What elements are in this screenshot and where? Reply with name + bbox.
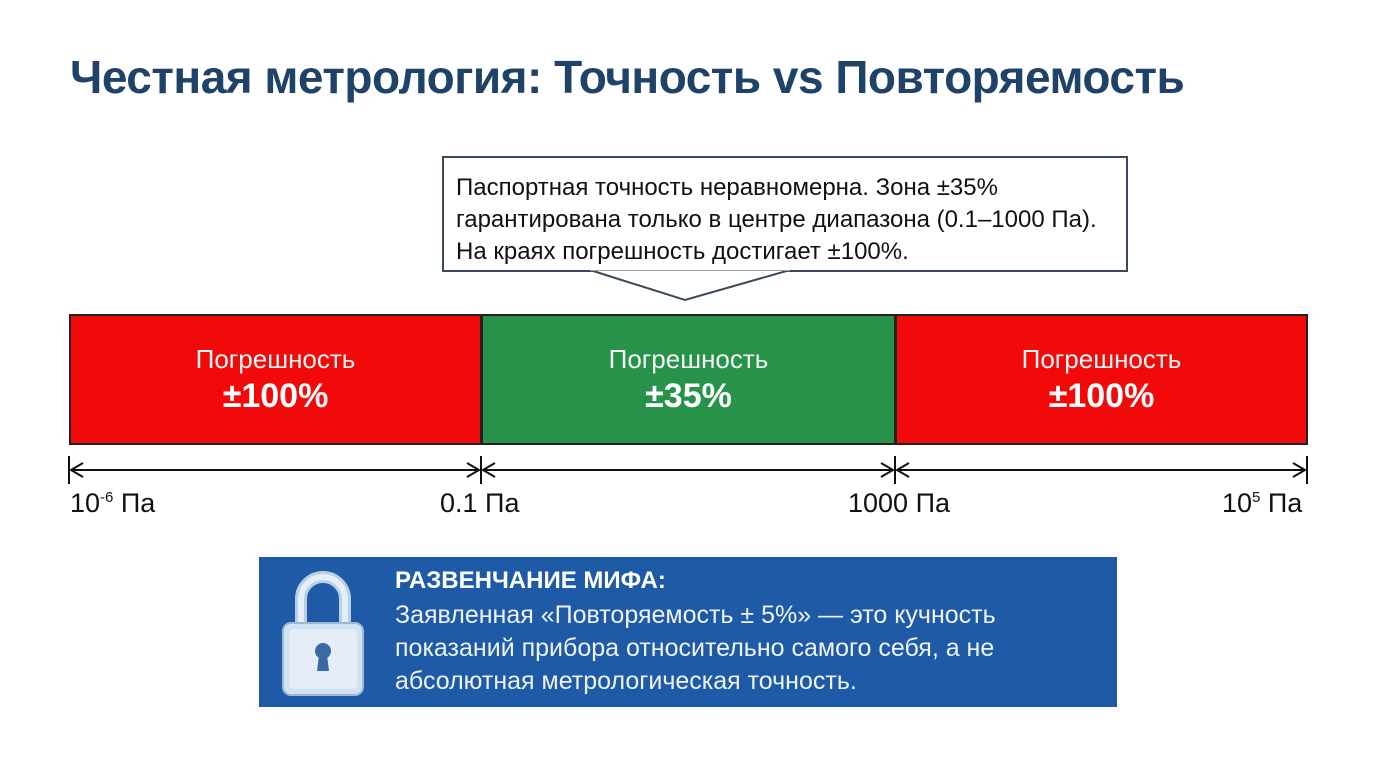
band-value: ±100%: [222, 376, 329, 415]
callout-box: Паспортная точность неравномерна. Зона ±…: [442, 156, 1128, 272]
error-band-center: Погрешность ±35%: [481, 314, 896, 445]
page-title: Честная метрология: Точность vs Повторяе…: [70, 51, 1185, 103]
myth-text: Заявленная «Повторяемость ± 5%» — это ку…: [395, 601, 996, 695]
myth-heading: РАЗВЕНЧАНИЕ МИФА:: [395, 567, 666, 594]
range-axis: [68, 456, 1308, 484]
error-band-low: Погрешность ±100%: [69, 314, 482, 445]
band-label: Погрешность: [1021, 343, 1182, 374]
band-value: ±35%: [645, 376, 732, 415]
tick-label-low: 0.1 Па: [440, 488, 520, 518]
tick-label-min: 10-6 Па: [70, 488, 156, 518]
myth-busting-panel: РАЗВЕНЧАНИЕ МИФА: Заявленная «Повторяемо…: [259, 557, 1117, 707]
error-band-high: Погрешность ±100%: [895, 314, 1308, 445]
band-value: ±100%: [1048, 376, 1155, 415]
padlock-icon: [282, 571, 364, 696]
callout-pointer: [589, 267, 791, 302]
band-label: Погрешность: [608, 343, 769, 374]
tick-label-max: 105 Па: [1222, 488, 1303, 518]
band-label: Погрешность: [195, 343, 356, 374]
callout-text: Паспортная точность неравномерна. Зона ±…: [456, 174, 1097, 265]
tick-label-high: 1000 Па: [848, 488, 951, 518]
